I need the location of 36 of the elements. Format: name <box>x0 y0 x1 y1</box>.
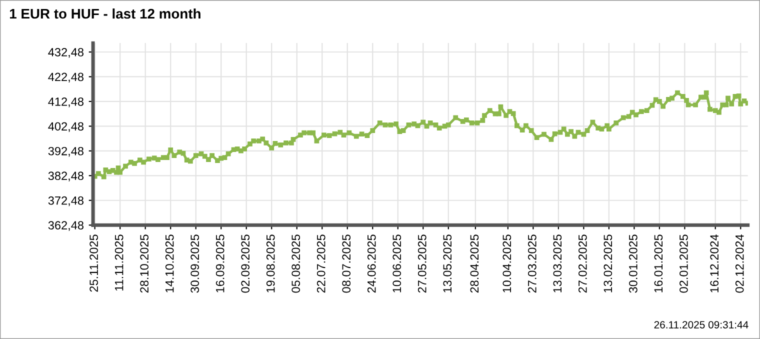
x-tick-label: 11.11.2025 <box>114 234 124 291</box>
x-tick-label: 13.02.2025 <box>604 234 612 292</box>
x-tick-label: 28.10.2025 <box>140 234 149 293</box>
x-tick-label: 08.07.2025 <box>342 234 351 293</box>
x-tick-label: 24.06.2025 <box>367 234 376 293</box>
x-tick-label: 14.10.2025 <box>165 234 174 292</box>
y-tick-label: 412,48 <box>48 97 84 108</box>
text: 26.11.2025 09:31:44 <box>654 321 748 328</box>
x-tick-label: 22.07.2025 <box>316 234 326 293</box>
y-tick-label: 372,48 <box>48 196 84 206</box>
x-tick-label: 10.04.2025 <box>502 234 512 292</box>
x-tick-label: 16.12.2024 <box>710 234 719 292</box>
x-tick-label: 13.03.2025 <box>553 234 562 292</box>
x-tick-label: 02.09.2025 <box>241 234 250 293</box>
x-tick-label: 27.05.2025 <box>418 234 426 293</box>
x-tick-label: 27.02.2025 <box>578 234 587 293</box>
x-tick-label: 05.08.2025 <box>292 234 300 293</box>
x-tick-label: 30.09.2025 <box>190 234 200 293</box>
y-tick-label: 402,48 <box>48 122 84 132</box>
x-tick-label: 02.01.2025 <box>680 234 688 293</box>
x-tick-label: 19.08.2025 <box>266 234 275 292</box>
chart-title: 1 EUR to HUF - last 12 month <box>10 8 200 19</box>
x-tick-label: 16.09.2025 <box>216 234 224 292</box>
x-tick-label: 27.03.2025 <box>528 234 536 293</box>
y-tick-label: 392,48 <box>48 146 84 157</box>
y-tick-label: 422,48 <box>48 72 84 83</box>
x-tick-label: 30.01.2025 <box>629 234 638 293</box>
x-tick-label: 16.01.2025 <box>654 234 663 292</box>
x-tick-label: 13.05.2025 <box>443 234 452 292</box>
x-tick-label: 02.12.2024 <box>735 234 744 293</box>
x-tick-label: 28.04.2025 <box>470 234 479 293</box>
y-tick-label: 382,48 <box>48 172 84 182</box>
y-tick-label: 362,48 <box>48 221 84 231</box>
x-tick-label: 10.06.2025 <box>392 234 402 292</box>
x-tick-label: 25.11.2025 <box>90 234 98 292</box>
y-tick-label: 432,48 <box>48 48 84 58</box>
